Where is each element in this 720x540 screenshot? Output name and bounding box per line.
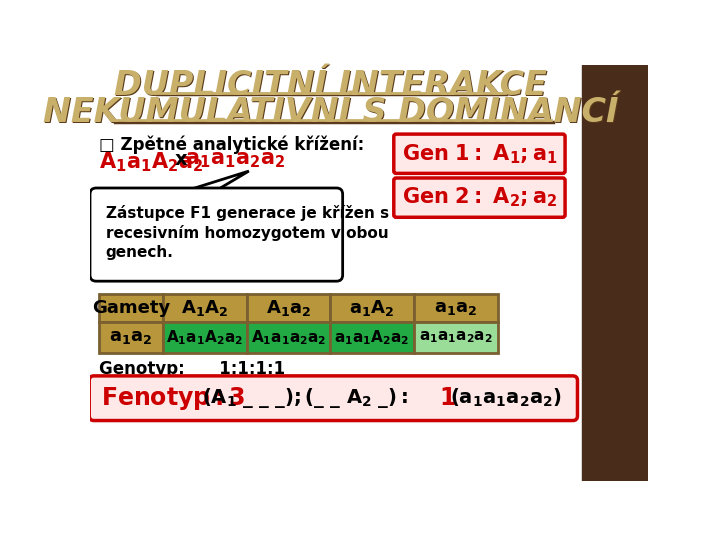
- Text: $\mathbf{(a_1a_1a_2a_2)}$: $\mathbf{(a_1a_1a_2a_2)}$: [451, 387, 562, 409]
- Bar: [414, 294, 498, 322]
- FancyBboxPatch shape: [394, 178, 565, 217]
- Text: $\mathbf{a_1a_1A_2a_2}$: $\mathbf{a_1a_1A_2a_2}$: [334, 328, 410, 347]
- Text: recesivním homozygotem v obou: recesivním homozygotem v obou: [106, 225, 388, 241]
- Text: genech.: genech.: [106, 245, 174, 260]
- Text: □ Zpětné analytické křížení:: □ Zpětné analytické křížení:: [99, 136, 364, 154]
- Text: NEKUMULATIVNÍ S DOMINANCÍ: NEKUMULATIVNÍ S DOMINANCÍ: [42, 96, 618, 129]
- Text: $\mathbf{A_1a_1A_2a_2}$: $\mathbf{A_1a_1A_2a_2}$: [99, 150, 204, 174]
- Text: $\mathbf{1}$: $\mathbf{1}$: [438, 386, 456, 410]
- Text: $\mathbf{A_1a_1a_2a_2}$: $\mathbf{A_1a_1a_2a_2}$: [251, 328, 326, 347]
- Bar: [414, 322, 498, 353]
- FancyBboxPatch shape: [394, 134, 565, 173]
- Text: $\mathbf{Gen\ 1:\ A_1;a_1}$: $\mathbf{Gen\ 1:\ A_1;a_1}$: [402, 142, 557, 166]
- Polygon shape: [177, 195, 209, 206]
- FancyBboxPatch shape: [89, 376, 577, 421]
- Bar: [99, 294, 163, 322]
- Bar: [163, 322, 246, 353]
- Text: $\mathbf{Fenotyp:3}$: $\mathbf{Fenotyp:3}$: [101, 384, 245, 411]
- Text: $\mathbf{a_1a_2}$: $\mathbf{a_1a_2}$: [109, 328, 153, 346]
- Bar: [330, 322, 414, 353]
- Polygon shape: [175, 171, 249, 194]
- Text: $\mathbf{(A_1\ \_\ \_\ \_);(\_\ \_\ A_2\ \_):}$: $\mathbf{(A_1\ \_\ \_\ \_);(\_\ \_\ A_2\…: [202, 386, 408, 410]
- Text: NEKUMULATIVNÍ S DOMINANCÍ: NEKUMULATIVNÍ S DOMINANCÍ: [44, 97, 619, 130]
- Bar: [246, 294, 330, 322]
- Text: $\mathbf{a_1a_1a_2a_2}$: $\mathbf{a_1a_1a_2a_2}$: [419, 329, 492, 345]
- Text: $\mathbf{A_1A_2}$: $\mathbf{A_1A_2}$: [181, 298, 228, 318]
- Text: $\mathbf{A_1a_1A_2a_2}$: $\mathbf{A_1a_1A_2a_2}$: [166, 328, 243, 347]
- Text: Gamety: Gamety: [92, 299, 170, 317]
- Text: $\mathbf{A_1a_2}$: $\mathbf{A_1a_2}$: [266, 298, 311, 318]
- Text: Genotyp:      1:1:1:1: Genotyp: 1:1:1:1: [99, 361, 285, 379]
- Text: DUPLICITNÍ INTERAKCE: DUPLICITNÍ INTERAKCE: [114, 69, 546, 102]
- Text: $\mathbf{a_1A_2}$: $\mathbf{a_1A_2}$: [349, 298, 395, 318]
- Text: Zástupce F1 generace je křížen s: Zástupce F1 generace je křížen s: [106, 205, 389, 221]
- Bar: [330, 294, 414, 322]
- Text: $\mathbf{x}$: $\mathbf{x}$: [174, 150, 188, 169]
- Bar: [246, 322, 330, 353]
- Bar: [163, 294, 246, 322]
- Text: $\mathbf{a_1a_1a_2a_2}$: $\mathbf{a_1a_1a_2a_2}$: [184, 150, 285, 170]
- Text: $\mathbf{a_1a_2}$: $\mathbf{a_1a_2}$: [434, 299, 477, 317]
- Bar: [99, 322, 163, 353]
- Text: DUPLICITNÍ INTERAKCE: DUPLICITNÍ INTERAKCE: [115, 70, 548, 103]
- FancyBboxPatch shape: [90, 188, 343, 281]
- Text: $\mathbf{Gen\ 2:\ A_2;a_2}$: $\mathbf{Gen\ 2:\ A_2;a_2}$: [402, 186, 557, 210]
- Bar: [582, 65, 648, 481]
